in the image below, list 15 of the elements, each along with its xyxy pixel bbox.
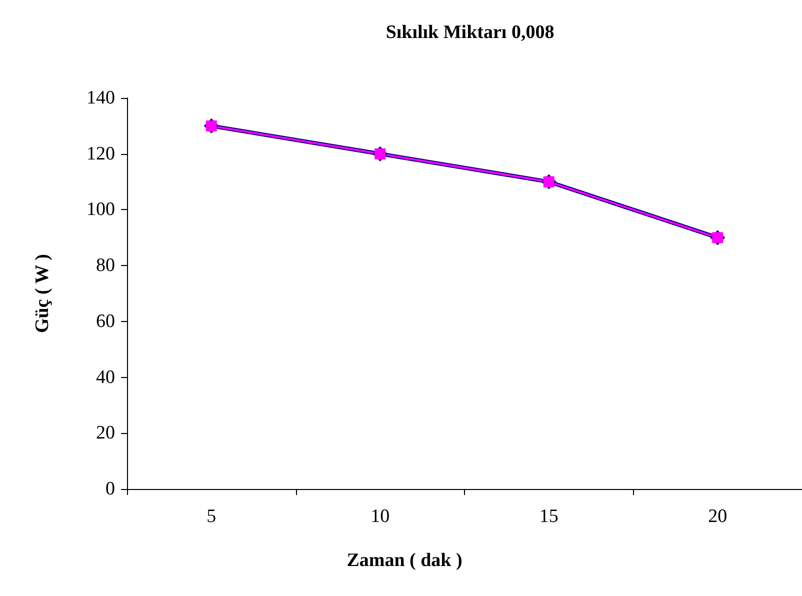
x-tick-label: 10 <box>370 506 390 527</box>
y-tick-label: 0 <box>106 478 115 500</box>
x-tick-label: 20 <box>708 506 728 527</box>
x-tick-label: 5 <box>206 506 216 527</box>
y-tick-label: 60 <box>96 310 115 332</box>
x-axis-title: Zaman ( dak ) <box>346 550 462 571</box>
chart-title: Sıkılık Miktarı 0,008 <box>386 22 554 43</box>
y-tick-label: 140 <box>86 88 115 108</box>
y-tick-label: 40 <box>96 366 115 388</box>
y-axis-title: Güç ( W ) <box>32 254 53 333</box>
y-tick-label: 80 <box>96 255 115 276</box>
y-tick-label: 20 <box>96 422 115 444</box>
y-tick-label: 120 <box>86 143 115 164</box>
x-tick-label: 15 <box>539 506 558 527</box>
y-tick-label: 100 <box>86 199 115 220</box>
